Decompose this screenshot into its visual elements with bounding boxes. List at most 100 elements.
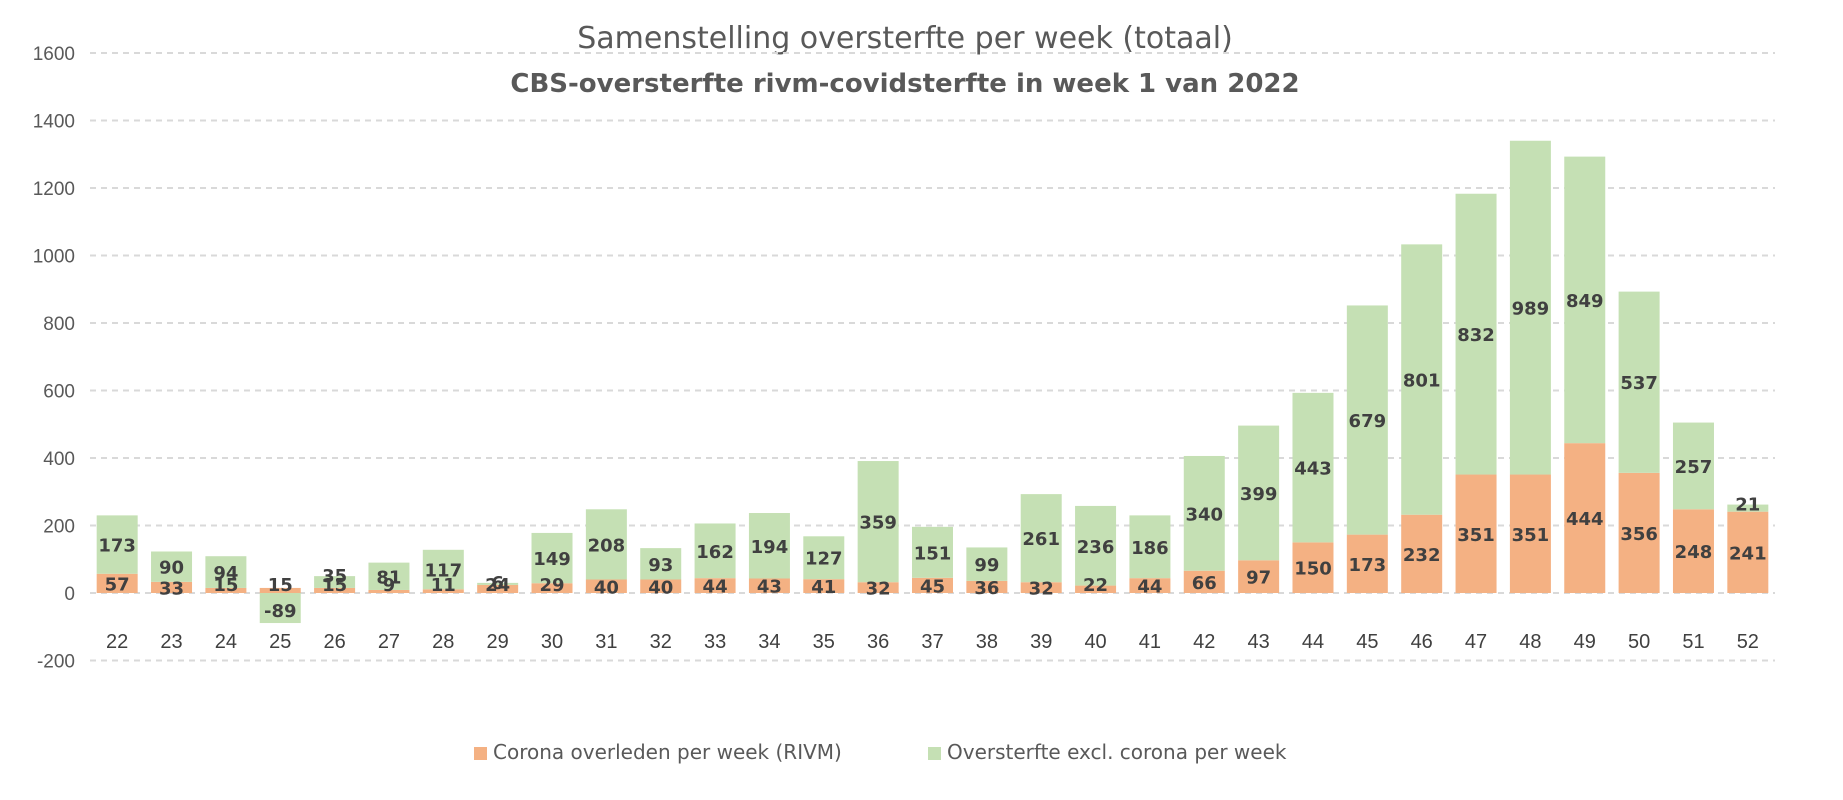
data-label-corona: 351	[1457, 525, 1495, 546]
bar-corona	[1564, 443, 1606, 593]
data-label-oversterfte: 6	[491, 573, 504, 594]
bar-corona	[1455, 474, 1497, 593]
data-label-oversterfte: 117	[425, 561, 463, 582]
bar-corona	[368, 589, 410, 593]
bar-oversterfte	[1509, 140, 1551, 475]
bar-oversterfte	[259, 593, 301, 624]
bar-oversterfte	[96, 515, 138, 574]
data-label-corona: 57	[105, 574, 130, 595]
data-label-corona: 356	[1620, 524, 1658, 545]
bar-oversterfte	[1020, 494, 1062, 583]
data-label-corona: 11	[431, 575, 456, 596]
x-tick-label: 45	[1356, 631, 1378, 653]
bar-corona	[640, 579, 682, 593]
bar-corona	[1129, 578, 1171, 593]
x-tick-label: 42	[1193, 631, 1215, 653]
bar-corona	[477, 584, 519, 593]
bar-corona	[96, 573, 138, 593]
y-tick-label: 400	[43, 449, 75, 470]
bar-oversterfte	[205, 556, 247, 588]
data-label-oversterfte: 208	[588, 535, 626, 556]
bar-oversterfte	[477, 582, 519, 585]
x-tick-label: 41	[1139, 631, 1161, 653]
chart-subtitle: CBS-oversterfte rivm-covidsterfte in wee…	[510, 69, 1299, 99]
data-label-oversterfte: 679	[1349, 411, 1387, 432]
data-label-oversterfte: 81	[376, 567, 401, 588]
data-label-oversterfte: 90	[159, 558, 184, 579]
data-label-corona: 15	[322, 575, 347, 596]
bar-oversterfte	[857, 461, 899, 583]
bar-corona	[205, 587, 247, 593]
bar-corona	[585, 579, 627, 593]
bar-oversterfte	[1455, 193, 1497, 475]
data-label-oversterfte: 832	[1457, 325, 1495, 346]
x-tick-label: 25	[269, 631, 291, 653]
bar-corona	[748, 578, 790, 593]
data-label-oversterfte: 186	[1131, 538, 1169, 559]
x-tick-label: 36	[867, 631, 889, 653]
bar-oversterfte	[1183, 455, 1225, 571]
bar-oversterfte	[1346, 305, 1388, 535]
data-label-corona: 444	[1566, 509, 1604, 530]
data-label-corona: 66	[1192, 573, 1217, 594]
bar-oversterfte	[1129, 515, 1171, 579]
y-tick-label: 200	[43, 517, 75, 538]
data-label-corona: 36	[974, 578, 999, 599]
bar-corona	[1672, 509, 1714, 593]
data-label-corona: 41	[811, 577, 836, 598]
x-tick-label: 28	[432, 631, 454, 653]
y-axis-ticks: -200 0 200 400 600 800 1000 1200 1400 1600	[33, 44, 75, 673]
x-tick-label: 52	[1737, 631, 1759, 653]
data-label-oversterfte: 849	[1566, 291, 1604, 312]
x-tick-label: 48	[1519, 631, 1541, 653]
data-label-oversterfte: 151	[914, 543, 952, 564]
data-label-oversterfte: 801	[1403, 371, 1441, 392]
y-tick-label: 1400	[33, 112, 75, 133]
data-label-oversterfte: 236	[1077, 537, 1115, 558]
legend-swatch-oversterfte	[928, 747, 941, 760]
data-label-oversterfte: 162	[696, 542, 734, 563]
x-tick-label: 35	[813, 631, 835, 653]
data-label-oversterfte: 399	[1240, 484, 1278, 505]
bar-corona	[1238, 560, 1280, 593]
bar-corona	[531, 583, 573, 593]
data-label-oversterfte: 194	[751, 537, 789, 558]
data-label-corona: 32	[1029, 579, 1054, 600]
y-tick-label: 0	[64, 584, 75, 605]
bar-oversterfte	[912, 526, 953, 578]
x-tick-label: 37	[921, 631, 943, 653]
data-label-oversterfte: 93	[648, 555, 673, 576]
data-label-oversterfte: 94	[213, 563, 238, 584]
x-tick-label: 23	[160, 631, 182, 653]
bar-corona	[422, 589, 464, 593]
bar-corona	[966, 580, 1008, 593]
y-tick-label: 800	[43, 314, 75, 335]
bar-corona	[803, 579, 845, 593]
x-tick-label: 40	[1084, 631, 1106, 653]
x-tick-label: 32	[650, 631, 672, 653]
x-tick-label: 27	[378, 631, 400, 653]
data-label-oversterfte: 149	[533, 549, 571, 570]
bar-corona	[694, 578, 736, 593]
data-label-corona: 33	[159, 578, 184, 599]
bar-corona	[912, 577, 953, 593]
x-tick-label: 30	[541, 631, 563, 653]
x-tick-label: 31	[595, 631, 617, 653]
data-label-corona: 351	[1512, 525, 1550, 546]
bar-corona	[1727, 511, 1769, 593]
bar-oversterfte	[531, 532, 573, 584]
data-label-oversterfte: 537	[1620, 373, 1658, 394]
data-label-corona: 44	[703, 577, 728, 598]
bar-corona	[1618, 472, 1660, 593]
bar-oversterfte	[314, 576, 356, 588]
x-axis-ticks: 22 23 24 25 26 27 28 29 30 31 32 33 34 35 36 37 38 39 40 41…	[106, 631, 1759, 653]
bar-oversterfte	[1672, 422, 1714, 510]
y-tick-label: 1600	[33, 44, 75, 65]
data-label-corona: 248	[1675, 542, 1713, 563]
data-label-corona: 150	[1294, 559, 1332, 580]
x-tick-label: 44	[1302, 631, 1324, 653]
bar-oversterfte	[1401, 244, 1443, 515]
x-tick-label: 33	[704, 631, 726, 653]
bar-corona	[1075, 585, 1117, 593]
